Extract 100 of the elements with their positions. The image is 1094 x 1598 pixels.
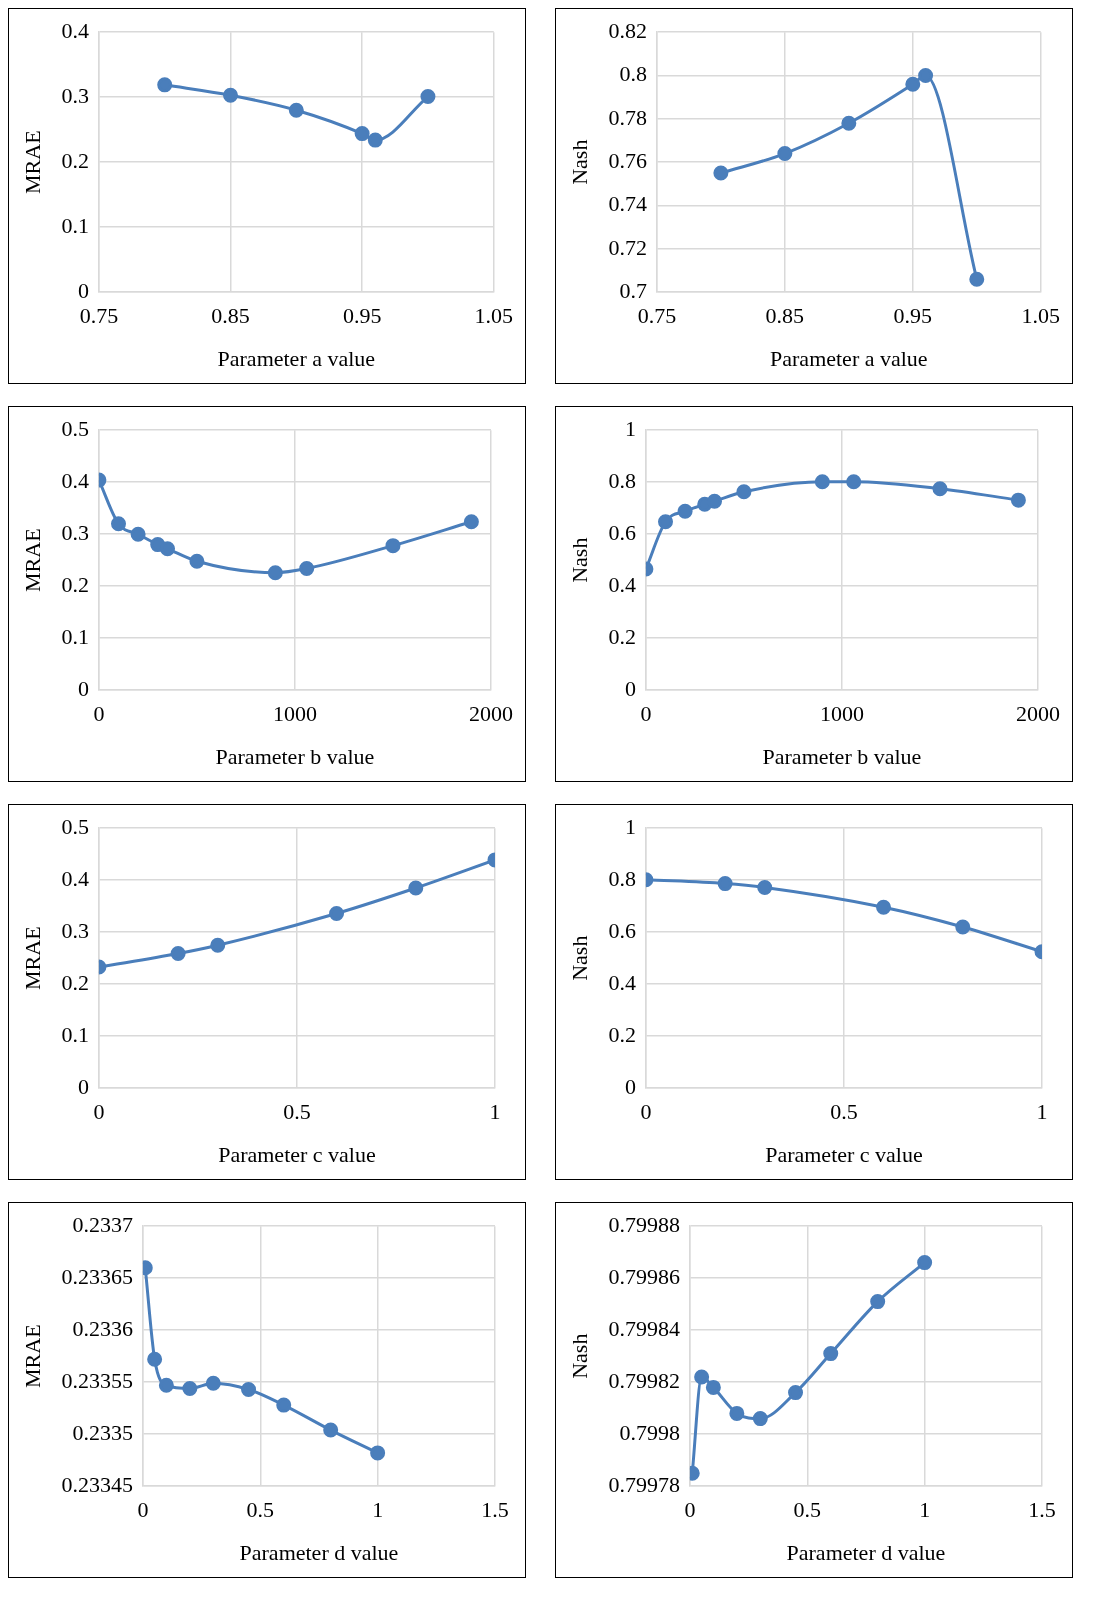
point — [370, 1445, 386, 1461]
point — [694, 1369, 710, 1385]
point — [876, 899, 892, 915]
y-tick-label: 0.23365 — [61, 1263, 133, 1289]
y-tick-label: 0.23345 — [61, 1471, 133, 1497]
x-tick-label: 1.05 — [1021, 303, 1060, 329]
x-axis-title: Parameter a value — [217, 345, 376, 371]
point — [205, 1375, 221, 1391]
point — [147, 1351, 163, 1367]
x-axis-title: Parameter b value — [215, 743, 375, 769]
y-tick-label: 0.79988 — [608, 1211, 680, 1237]
y-tick-label: 0.8 — [608, 467, 636, 493]
x-tick-label: 0.95 — [893, 303, 933, 329]
x-tick-label: 1 — [1036, 1099, 1048, 1125]
x-tick-label: 1 — [919, 1497, 931, 1523]
y-tick-label: 0 — [77, 1073, 89, 1099]
y-axis-title: MRAE — [19, 130, 45, 194]
point — [223, 87, 239, 103]
y-tick-label: 0.79982 — [608, 1367, 680, 1393]
x-axis-title: Parameter a value — [770, 345, 928, 371]
y-tick-label: 0.3 — [61, 519, 89, 545]
y-tick-label: 1 — [624, 813, 636, 839]
y-tick-label: 0.1 — [61, 212, 89, 238]
point — [846, 474, 862, 490]
x-tick-label: 0.85 — [211, 303, 250, 329]
x-tick-label: 0.5 — [283, 1099, 311, 1125]
x-tick-label: 2000 — [469, 701, 513, 727]
point — [705, 1379, 721, 1395]
point — [463, 514, 479, 530]
point — [182, 1380, 198, 1396]
point — [918, 68, 934, 84]
y-tick-label: 0.79978 — [608, 1471, 680, 1497]
y-tick-label: 0.2 — [608, 1021, 636, 1047]
x-tick-label: 1000 — [819, 701, 864, 727]
x-tick-label: 1.05 — [474, 303, 513, 329]
point — [354, 126, 370, 142]
y-tick-label: 0.76 — [608, 147, 647, 173]
point — [677, 503, 693, 519]
point — [130, 526, 146, 542]
y-tick-label: 0.5 — [61, 415, 89, 441]
x-axis-title: Parameter c value — [765, 1141, 923, 1167]
x-axis-title: Parameter d value — [786, 1539, 946, 1565]
point — [288, 102, 304, 118]
point — [160, 541, 176, 557]
y-tick-label: 0.1 — [61, 1021, 89, 1047]
x-tick-label: 2000 — [1016, 701, 1060, 727]
y-tick-label: 0.5 — [61, 813, 89, 839]
x-tick-label: 1.5 — [481, 1497, 509, 1523]
point — [299, 561, 315, 577]
point — [323, 1422, 339, 1438]
y-tick-label: 0.3 — [61, 917, 89, 943]
point — [752, 1411, 768, 1427]
x-tick-label: 1000 — [272, 701, 317, 727]
x-axis-title: Parameter c value — [218, 1141, 376, 1167]
point — [841, 115, 857, 131]
point — [267, 565, 283, 581]
y-tick-label: 0.2 — [61, 969, 89, 995]
point — [713, 165, 729, 181]
y-axis-title: MRAE — [19, 926, 45, 990]
y-tick-label: 0.7 — [619, 277, 647, 303]
point — [189, 553, 205, 569]
y-tick-label: 0.8 — [619, 61, 647, 87]
x-axis-title: Parameter b value — [762, 743, 922, 769]
y-tick-label: 0.74 — [608, 191, 647, 217]
y-axis-title: MRAE — [19, 1324, 45, 1388]
y-tick-label: 0.4 — [61, 467, 89, 493]
x-tick-label: 0 — [137, 1497, 149, 1523]
x-tick-label: 0.5 — [246, 1497, 275, 1523]
point — [757, 879, 773, 895]
point — [729, 1405, 745, 1421]
x-tick-label: 0.85 — [765, 303, 805, 329]
point — [932, 481, 948, 497]
x-axis-title: Parameter d value — [239, 1539, 399, 1565]
y-tick-label: 0.1 — [61, 623, 89, 649]
y-axis-title: Nash — [566, 1333, 592, 1379]
y-tick-label: 1 — [624, 415, 636, 441]
y-tick-label: 0 — [77, 675, 89, 701]
y-tick-label: 0.4 — [608, 969, 636, 995]
y-tick-label: 0.2337 — [72, 1211, 133, 1237]
y-axis-title: MRAE — [19, 528, 45, 592]
y-tick-label: 0 — [624, 1073, 636, 1099]
y-tick-label: 0.79986 — [608, 1263, 680, 1289]
point — [420, 89, 436, 105]
x-tick-label: 1 — [489, 1099, 501, 1125]
point — [814, 474, 830, 490]
point — [276, 1397, 292, 1413]
y-tick-label: 0.4 — [608, 571, 636, 597]
y-tick-label: 0.2 — [61, 147, 89, 173]
x-tick-label: 0.75 — [79, 303, 119, 329]
point — [158, 1377, 174, 1393]
y-tick-label: 0.7998 — [619, 1419, 680, 1445]
x-tick-label: 0.95 — [342, 303, 382, 329]
point — [707, 493, 723, 509]
x-tick-label: 0.5 — [793, 1497, 822, 1523]
y-tick-label: 0.6 — [608, 519, 636, 545]
x-tick-label: 0.5 — [830, 1099, 858, 1125]
y-axis-title: Nash — [566, 139, 592, 185]
point — [385, 538, 401, 554]
point — [329, 905, 345, 921]
y-tick-label: 0.4 — [61, 865, 89, 891]
